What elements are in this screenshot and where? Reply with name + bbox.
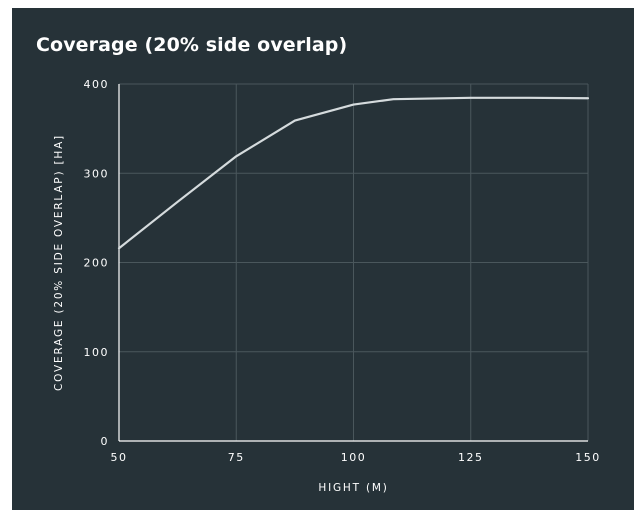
- axes: [118, 84, 588, 442]
- chart-svg: 50 75 100 125 150 0 100 200 300 400 HIGHT (M) COV…: [53, 78, 601, 494]
- x-axis-label: HIGHT (M): [318, 482, 388, 494]
- series: [117, 96, 590, 250]
- x-tick-label: 75: [228, 451, 245, 464]
- y-tick-label: 400: [84, 78, 110, 91]
- y-tick-label: 200: [84, 257, 110, 270]
- x-tick-label: 100: [341, 451, 367, 464]
- tick-labels: 50 75 100 125 150 0 100 200 300 400: [84, 78, 601, 464]
- gridlines: [119, 83, 589, 441]
- chart-title: Coverage (20% side overlap): [36, 34, 348, 56]
- y-tick-label: 300: [84, 167, 110, 180]
- y-axis-label: COVERAGE (20% SIDE OVERLAP) [HA]: [53, 134, 65, 391]
- x-tick-label: 150: [575, 451, 601, 464]
- y-tick-label: 100: [84, 346, 110, 359]
- series-line: [117, 96, 590, 250]
- y-tick-label: 0: [101, 435, 110, 448]
- chart-panel: Coverage (20% side overlap) 50 75 100 125 15…: [12, 8, 634, 510]
- x-tick-label: 125: [458, 451, 484, 464]
- x-tick-label: 50: [111, 451, 128, 464]
